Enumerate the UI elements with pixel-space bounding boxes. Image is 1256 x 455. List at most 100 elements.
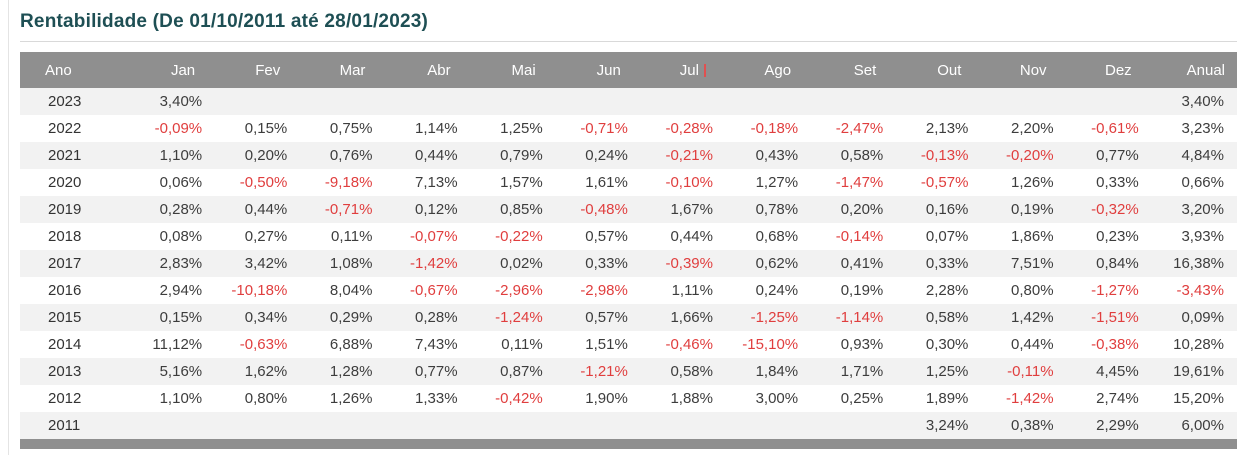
table-row-2014: 2014 11,12% -0,63% 6,88% 7,43% 0,11% 1,51% -0,4… <box>20 331 1237 358</box>
table-row-2023: 2023 3,40% 3,40% <box>20 88 1237 115</box>
value-cell <box>726 88 811 115</box>
value-cell <box>641 412 726 439</box>
value-cell: 1,10% <box>159 390 203 407</box>
year-cell: 2018 <box>48 228 82 245</box>
value-cell: 1,89% <box>925 390 969 407</box>
value-cell: 0,23% <box>1096 228 1139 245</box>
value-cell: 3,42% <box>244 255 288 272</box>
rentabilidade-table: Ano Jan Fev Mar Abr Mai Jun Jul Ago Set Out Nov Dez A… <box>20 52 1237 439</box>
value-cell: 0,85% <box>500 201 543 218</box>
value-cell: 1,26% <box>329 390 373 407</box>
value-cell <box>811 88 896 115</box>
value-cell: 8,04% <box>329 282 373 299</box>
value-cell <box>896 88 981 115</box>
value-cell: 7,51% <box>1011 255 1054 272</box>
value-cell: 0,11% <box>331 228 373 245</box>
value-cell: 2,20% <box>1011 120 1054 137</box>
value-cell: -0,21% <box>665 147 713 164</box>
value-cell: -0,71% <box>580 120 628 137</box>
column-header-label: Dez <box>1105 61 1132 79</box>
value-cell: -0,57% <box>920 174 969 191</box>
value-cell: -0,71% <box>324 201 373 218</box>
year-cell: 2019 <box>48 201 82 218</box>
value-cell: -1,27% <box>1091 282 1139 299</box>
value-cell: 2,28% <box>925 282 969 299</box>
value-cell: 0,20% <box>840 201 884 218</box>
value-cell: 0,24% <box>585 147 628 164</box>
value-cell: 15,20% <box>1173 390 1224 407</box>
value-cell: 0,44% <box>415 147 458 164</box>
column-header-abr: Abr <box>385 52 471 88</box>
value-cell: 0,08% <box>159 228 203 245</box>
value-cell: -1,42% <box>410 255 458 272</box>
value-cell <box>811 412 896 439</box>
value-cell: 0,25% <box>840 390 884 407</box>
value-cell: 0,58% <box>925 309 969 326</box>
table-header: Ano Jan Fev Mar Abr Mai Jun Jul Ago Set Out Nov Dez A… <box>20 52 1237 88</box>
value-cell: 1,84% <box>755 363 799 380</box>
value-cell: 0,68% <box>755 228 799 245</box>
column-header-label: Anual <box>1186 61 1225 79</box>
value-cell: 1,25% <box>500 120 543 137</box>
value-cell: -0,14% <box>835 228 884 245</box>
year-cell: 2016 <box>48 282 82 299</box>
value-cell: -1,51% <box>1091 309 1139 326</box>
year-cell: 2011 <box>48 417 81 434</box>
value-cell <box>556 88 641 115</box>
value-cell: -1,14% <box>835 309 884 326</box>
value-cell: 1,88% <box>670 390 713 407</box>
value-cell: 7,43% <box>415 336 458 353</box>
column-header-label: Jul <box>679 61 699 79</box>
value-cell: 0,07% <box>925 228 969 245</box>
value-cell: 5,16% <box>159 363 203 380</box>
value-cell: -0,18% <box>750 120 799 137</box>
column-header-label: Ano <box>45 61 72 79</box>
value-cell: -0,28% <box>665 120 713 137</box>
table-row-2022: 2022 -0,09% 0,15% 0,75% 1,14% 1,25% -0,71% -0,2… <box>20 115 1237 142</box>
value-cell: 1,90% <box>585 390 628 407</box>
value-cell <box>385 88 470 115</box>
column-header-label: Nov <box>1019 61 1047 79</box>
value-cell: 6,00% <box>1181 417 1224 434</box>
value-cell: 1,71% <box>840 363 884 380</box>
value-cell: 0,84% <box>1096 255 1139 272</box>
table-row-2021: 2021 1,10% 0,20% 0,76% 0,44% 0,79% 0,24% -0,21%… <box>20 142 1237 169</box>
year-cell: 2017 <box>48 255 82 272</box>
value-cell: 1,25% <box>925 363 969 380</box>
value-cell: 0,09% <box>1181 309 1224 326</box>
value-cell: -0,20% <box>1006 147 1054 164</box>
value-cell: 1,62% <box>244 363 288 380</box>
value-cell: 0,57% <box>585 309 628 326</box>
value-cell: 7,13% <box>415 174 458 191</box>
column-header-label: Ago <box>764 61 792 79</box>
value-cell: 0,87% <box>500 363 543 380</box>
table-row-2016: 2016 2,94% -10,18% 8,04% -0,67% -2,96% -2,98% 1… <box>20 277 1237 304</box>
value-cell: 0,24% <box>755 282 799 299</box>
value-cell: 0,27% <box>244 228 288 245</box>
value-cell: 4,45% <box>1096 363 1139 380</box>
value-cell: -0,50% <box>239 174 288 191</box>
table-row-2015: 2015 0,15% 0,34% 0,29% 0,28% -1,24% 0,57% 1,66%… <box>20 304 1237 331</box>
value-cell: 0,77% <box>415 363 458 380</box>
value-cell: 1,08% <box>329 255 373 272</box>
year-cell: 2023 <box>48 93 82 110</box>
table-row-2017: 2017 2,83% 3,42% 1,08% -1,42% 0,02% 0,33% -0,39… <box>20 250 1237 277</box>
value-cell: 1,11% <box>671 282 713 299</box>
value-cell: -2,47% <box>835 120 884 137</box>
value-cell: 1,42% <box>1011 309 1054 326</box>
value-cell: 16,38% <box>1173 255 1224 272</box>
value-cell: 3,40% <box>1181 93 1224 110</box>
value-cell: 1,10% <box>159 147 203 164</box>
value-cell: 2,94% <box>159 282 203 299</box>
value-cell: -0,22% <box>495 228 543 245</box>
value-cell: 0,93% <box>840 336 884 353</box>
value-cell: 2,83% <box>159 255 203 272</box>
value-cell: 3,93% <box>1181 228 1224 245</box>
value-cell: 0,33% <box>585 255 628 272</box>
value-cell: 1,57% <box>500 174 543 191</box>
value-cell: -1,47% <box>835 174 884 191</box>
value-cell <box>385 412 470 439</box>
value-cell: 0,57% <box>585 228 628 245</box>
value-cell: 0,44% <box>670 228 713 245</box>
value-cell: 6,88% <box>329 336 373 353</box>
